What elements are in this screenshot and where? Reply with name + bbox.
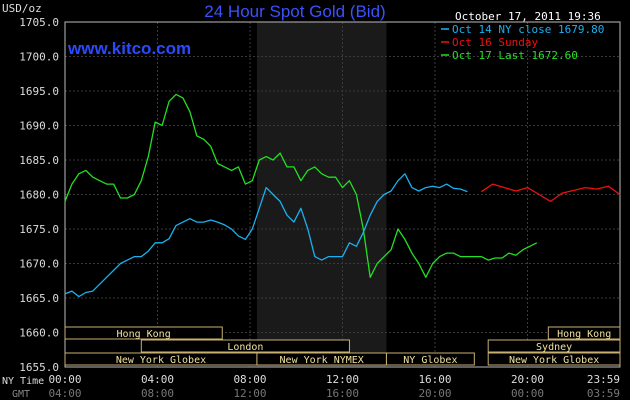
session-bar — [487, 339, 621, 353]
y-tick-label: 1695.0 — [19, 85, 59, 98]
y-tick-label: 1660.0 — [19, 327, 59, 340]
y-tick-labels: 1705.0 1700.0 1695.0 1690.0 1685.0 1680.0 1675… — [19, 16, 59, 374]
session-bar — [547, 326, 621, 340]
session-bar — [385, 352, 475, 366]
session-label: NY Globex — [403, 355, 457, 366]
session-label: London — [227, 342, 263, 353]
chart-timestamp: October 17, 2011 19:36 — [455, 10, 601, 23]
x-tick-label-ny: 16:00 — [418, 373, 451, 386]
x-axis-label-ny: NY Time — [2, 376, 44, 387]
session-bar — [487, 352, 621, 366]
y-tick-label: 1670.0 — [19, 258, 59, 271]
series-lines — [64, 93, 621, 298]
y-tick-label: 1680.0 — [19, 189, 59, 202]
y-tick-label: 1665.0 — [19, 292, 59, 305]
session-label: New York Globex — [509, 355, 599, 366]
x-tick-label-gmt: 16:00 — [326, 387, 359, 400]
watermark: www.kitco.com — [67, 39, 191, 58]
x-tick-label-gmt: 20:00 — [418, 387, 451, 400]
legend-entry: Oct 16 Sunday — [452, 36, 538, 49]
x-tick-label-ny: 23:59 — [587, 373, 620, 386]
y-tick-label: 1655.0 — [19, 361, 59, 374]
y-axis-label: USD/oz — [2, 2, 42, 15]
y-tick-label: 1675.0 — [19, 223, 59, 236]
series-line-0 — [64, 173, 468, 298]
y-tick-label: 1705.0 — [19, 16, 59, 29]
x-axis-label-gmt: GMT — [12, 389, 30, 400]
x-tick-label-ny: 20:00 — [511, 373, 544, 386]
session-label: Hong Kong — [557, 329, 611, 340]
x-tick-label-gmt: 03:59 — [587, 387, 620, 400]
legend-entry: Oct 17 Last 1672.60 — [452, 49, 578, 62]
legend-entry: Oct 14 NY close 1679.80 — [452, 23, 604, 36]
x-tick-label-ny: 12:00 — [326, 373, 359, 386]
session-label: Sydney — [536, 342, 572, 353]
session-bar — [140, 339, 350, 353]
x-tick-label-gmt: 08:00 — [141, 387, 174, 400]
y-tick-label: 1685.0 — [19, 154, 59, 167]
trading-sessions: Hong Kong Hong Kong London Sydney New York G… — [64, 326, 621, 366]
series-line-2 — [64, 93, 538, 278]
chart-title: 24 Hour Spot Gold (Bid) — [204, 2, 385, 21]
x-tick-label-gmt: 12:00 — [233, 387, 266, 400]
session-label: New York Globex — [116, 355, 206, 366]
session-label: Hong Kong — [117, 329, 171, 340]
session-bar — [64, 326, 223, 340]
y-tick-label: 1690.0 — [19, 120, 59, 133]
series-line-1 — [480, 183, 621, 203]
x-tick-label-ny: 08:00 — [233, 373, 266, 386]
x-tick-label-gmt: 04:00 — [48, 387, 81, 400]
x-tick-label-ny: 00:00 — [48, 373, 81, 386]
x-tick-label-gmt: 00:00 — [511, 387, 544, 400]
x-tick-label-ny: 04:00 — [141, 373, 174, 386]
x-tick-labels: 00:0004:0004:0008:0008:0012:0012:0016:00… — [48, 373, 620, 400]
session-label: New York NYMEX — [280, 355, 364, 366]
y-tick-label: 1700.0 — [19, 51, 59, 64]
